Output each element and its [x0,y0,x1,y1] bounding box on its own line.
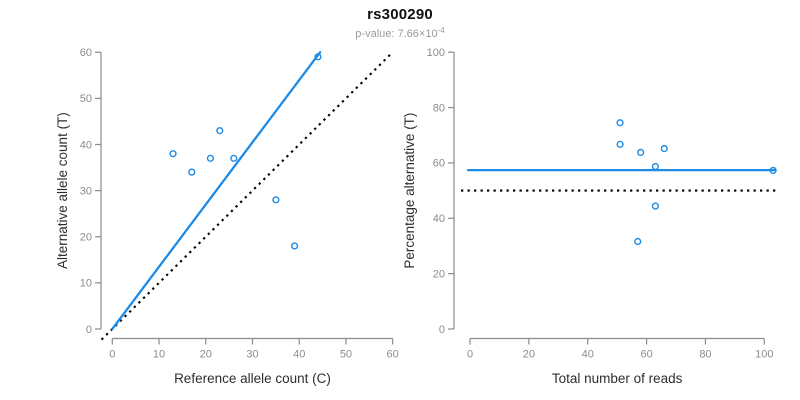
data-point [651,202,660,210]
x-tick-label: 60 [640,349,652,361]
data-point [634,237,642,246]
x-tick-label: 60 [387,349,399,361]
y-tick-label: 0 [439,324,445,336]
data-point [660,144,668,153]
y-tick-label: 40 [80,139,92,151]
y-tick-label: 80 [433,102,445,114]
x-tick-label: 20 [523,349,535,361]
pvalue-label: p-value: [355,28,398,40]
y-tick-label: 50 [80,93,92,105]
y-axis-title: Alternative allele count (T) [55,112,70,269]
data-point [616,140,624,148]
x-tick-label: 80 [699,349,711,361]
y-tick-label: 10 [80,278,92,290]
y-tick-label: 40 [433,213,445,225]
x-tick-label: 100 [755,349,773,361]
data-point [651,162,660,171]
data-point [216,127,224,135]
data-point [769,166,777,174]
y-tick-label: 30 [80,185,92,197]
y-tick-label: 100 [427,47,445,59]
data-point [206,154,215,162]
figure-title: rs300290 [367,6,433,23]
x-tick-label: 30 [246,349,258,361]
reference-line-dotted [100,52,393,341]
data-point [616,119,624,127]
pvalue-subtitle: p-value: 7.66×10-4 [0,26,800,40]
y-tick-label: 0 [86,324,92,336]
percentage-alternative-plot: 0 20 40 60 80 100 0 20 40 60 80 100 Total number of … [402,47,778,386]
data-point [188,168,196,176]
x-tick-label: 50 [340,349,352,361]
pvalue-base: 7.66×10 [397,28,438,40]
data-point [272,196,280,204]
y-tick-label: 60 [80,47,92,59]
data-point [314,53,322,61]
allele-counts-plot: 0 10 20 30 40 50 60 0 10 20 30 40 50 60 Reference alle… [55,47,399,386]
data-point [637,148,645,157]
figure-header: rs300290 p-value: 7.66×10-4 [0,6,800,40]
pvalue-exponent: -4 [437,26,445,35]
x-tick-label: 40 [582,349,594,361]
x-tick-label: 10 [153,349,165,361]
data-point [169,150,177,158]
y-tick-label: 60 [433,158,445,170]
x-tick-label: 20 [200,349,212,361]
y-tick-label: 20 [433,268,445,280]
x-tick-label: 40 [293,349,305,361]
fit-line [111,51,322,331]
x-tick-label: 0 [467,349,473,361]
y-axis-title: Percentage alternative (T) [402,113,417,269]
data-point [290,242,299,250]
x-axis-title: Total number of reads [552,371,683,386]
x-axis-title: Reference allele count (C) [174,371,331,386]
data-point [230,154,238,162]
y-tick-label: 20 [80,232,92,244]
x-tick-label: 0 [109,349,115,361]
